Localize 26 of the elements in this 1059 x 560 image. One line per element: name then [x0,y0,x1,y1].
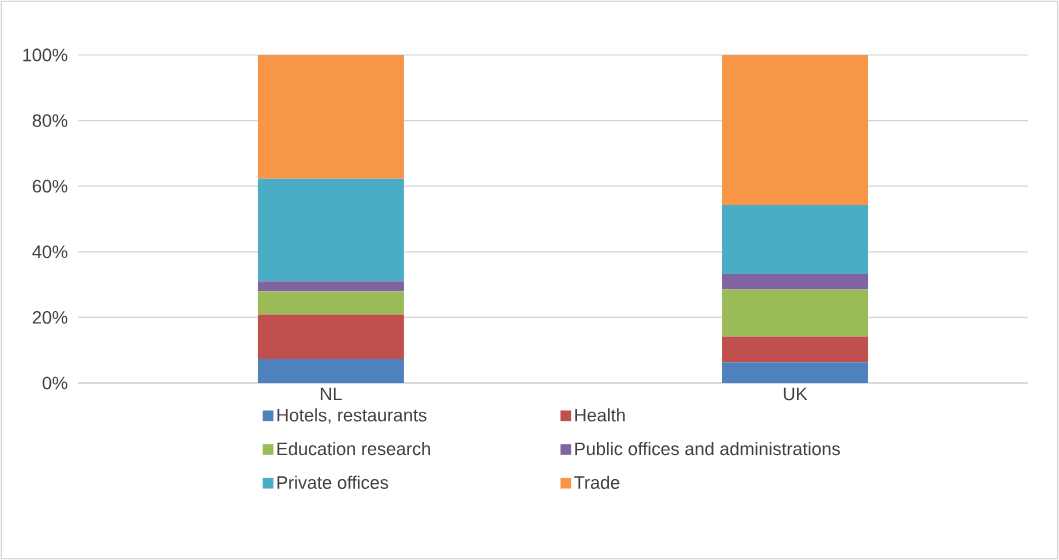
bar [722,289,869,337]
x-tick-label: UK [783,387,808,401]
legend-label: Education research [277,441,430,456]
bar [722,336,869,363]
y-tick-label: 40% [32,245,68,259]
y-tick-label: 0% [42,376,68,390]
bar [722,362,869,383]
bar [257,359,404,383]
legend-label: Health [575,408,625,422]
y-tick-label: 80% [32,114,68,127]
y-tick-label: 100% [23,48,68,62]
legend-label: Private offices [277,475,389,489]
bar [257,314,404,360]
bar [257,178,404,282]
bar [722,274,869,290]
bar [257,281,404,292]
legend-label: Trade [574,475,620,489]
y-tick-label: 60% [32,179,68,193]
y-tick-label: 20% [32,311,68,324]
bar [257,291,404,315]
bar [722,54,869,205]
bar [257,54,404,179]
legend-label: Hotels, restaurants [277,408,427,424]
legend-label: Public offices and administrations [575,441,840,456]
bar [722,204,869,275]
x-tick-label: NL [320,387,342,401]
